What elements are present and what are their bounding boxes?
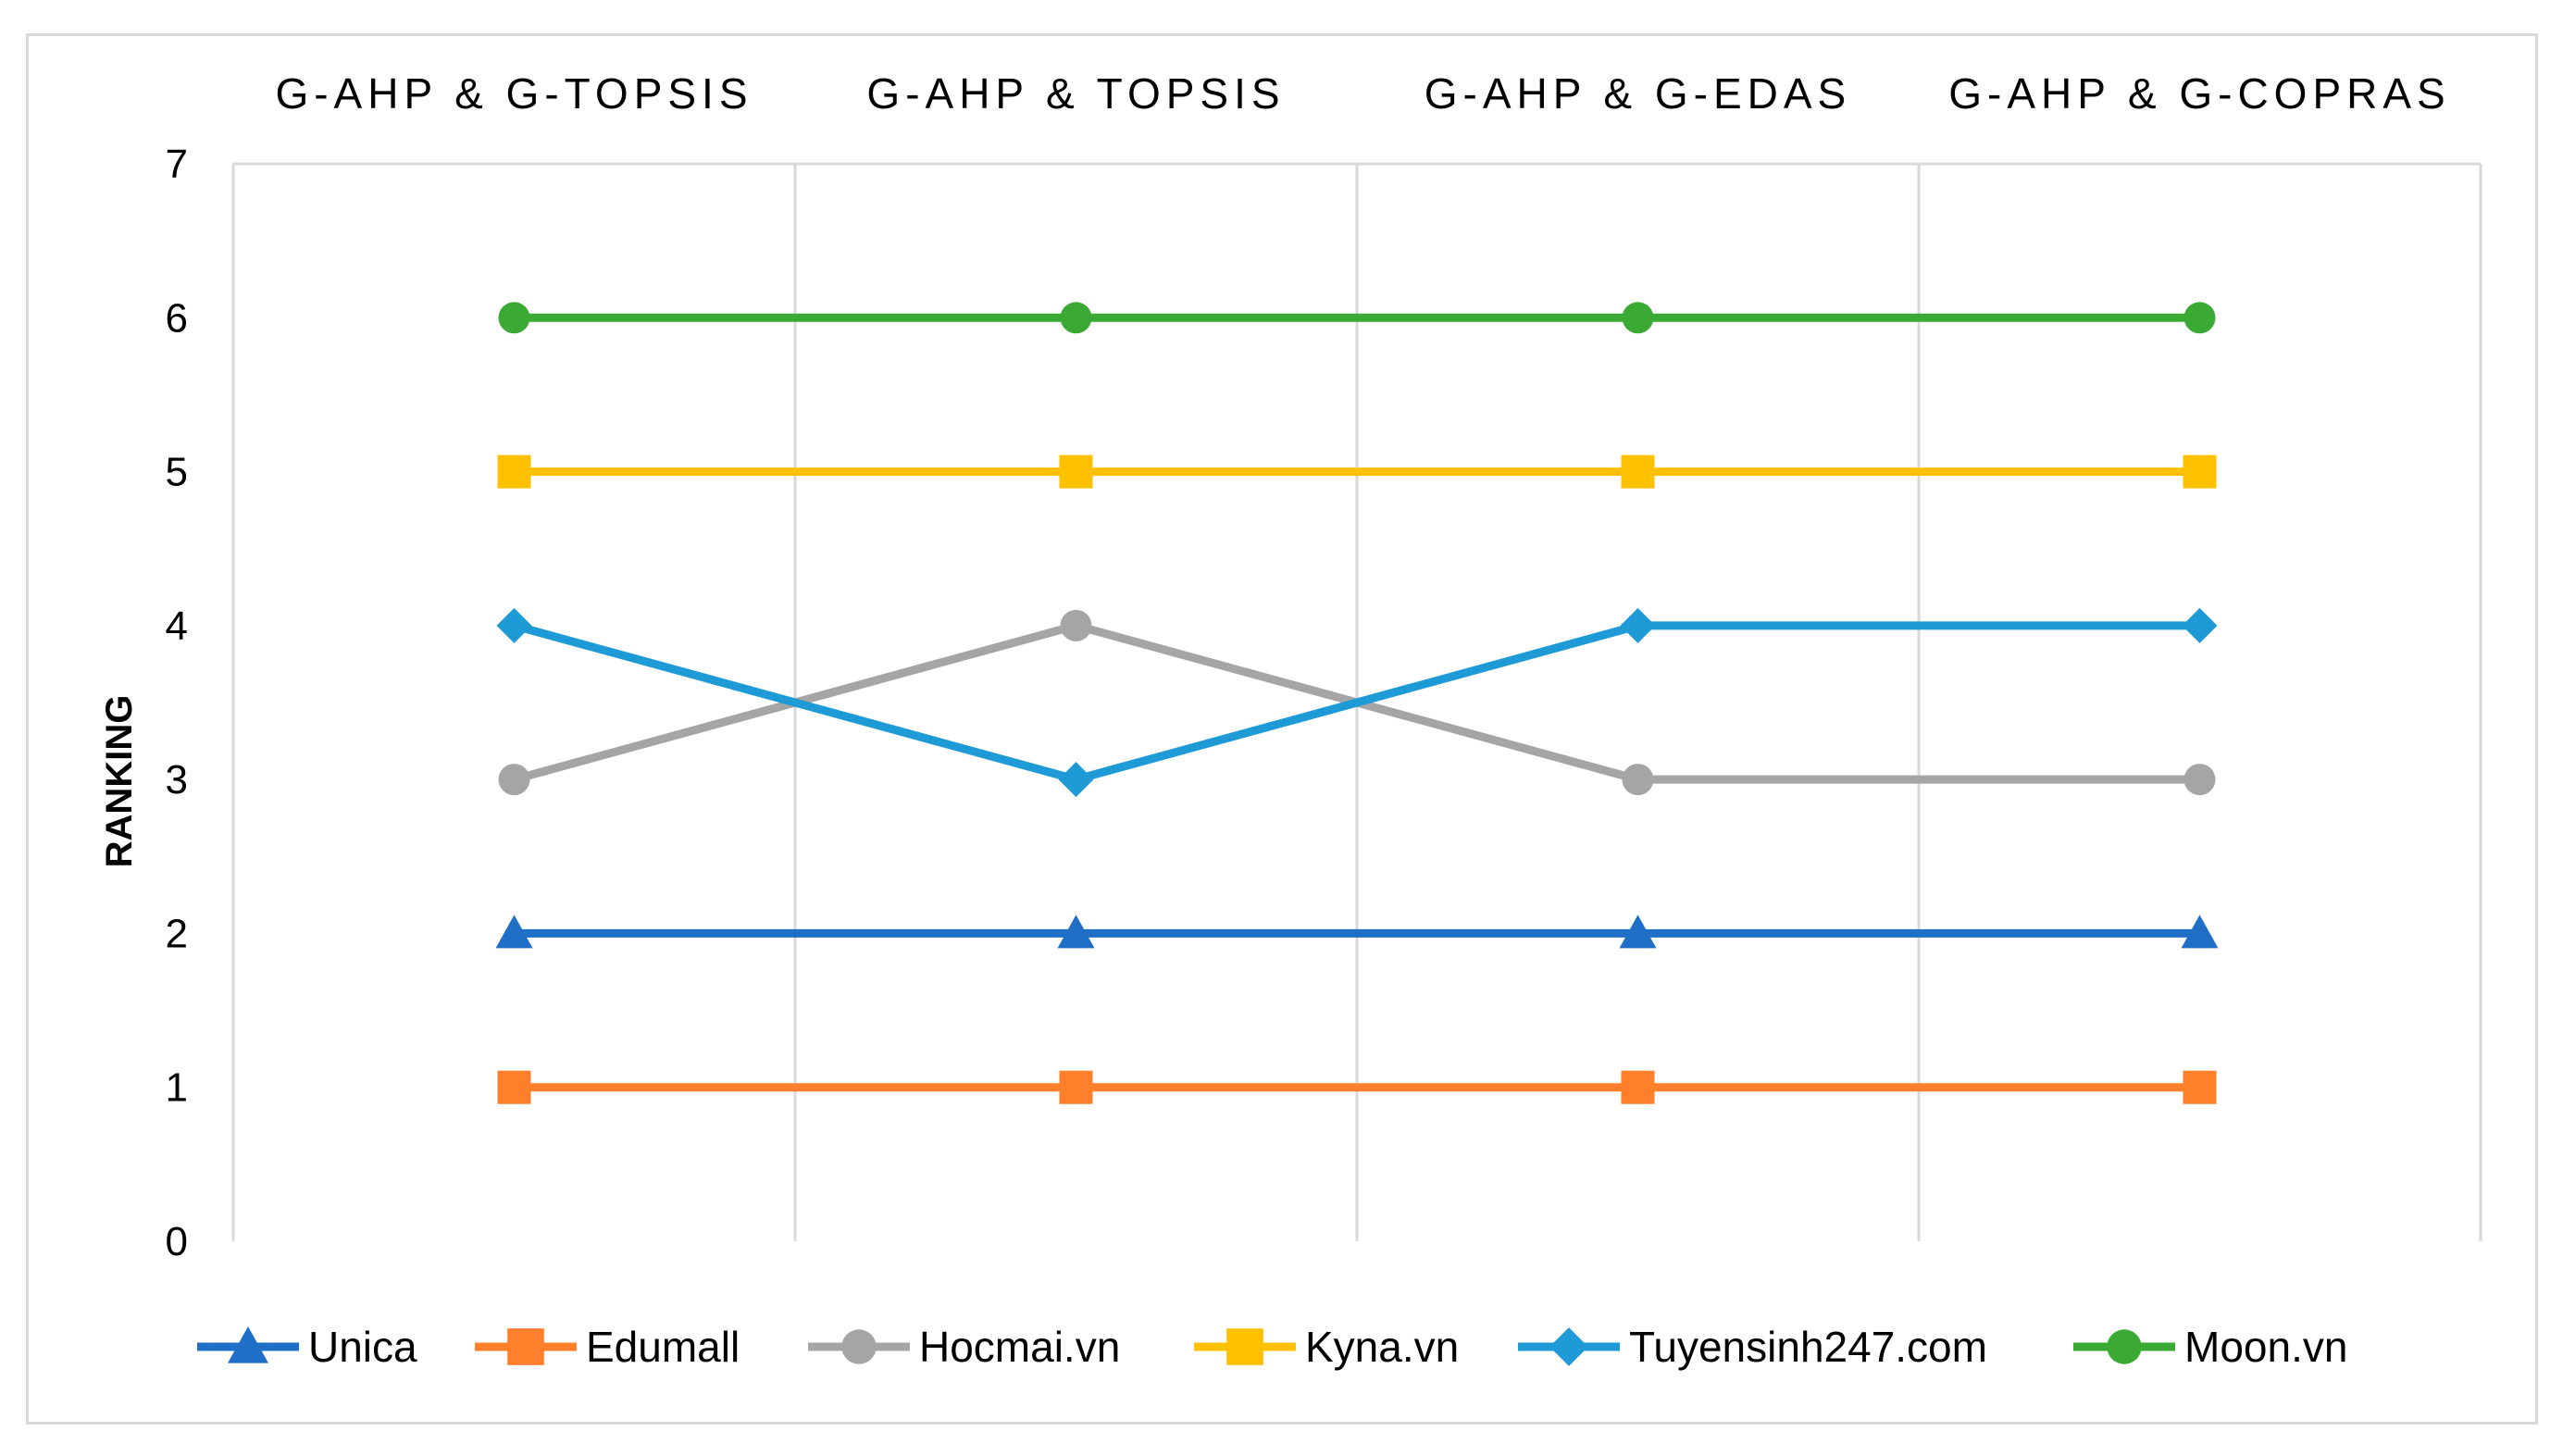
data-point [1622,302,1654,334]
legend-label: Unica [308,1323,417,1371]
legend-marker [507,1328,544,1365]
data-point [1059,454,1093,489]
category-label: G-AHP & G-EDAS [1425,69,1851,118]
category-label: G-AHP & G-COPRAS [1948,69,2450,118]
data-point [496,607,532,643]
legend-item: Kyna.vn [1194,1323,1459,1371]
legend-label: Edumall [586,1323,740,1371]
legend-item: Unica [197,1323,417,1371]
series-edumall [497,1070,2217,1104]
category-label: G-AHP & G-TOPSIS [275,69,753,118]
data-point [498,764,530,796]
data-point [2183,454,2217,489]
data-point [497,1070,531,1104]
data-point [1622,764,1654,796]
legend-marker [1549,1327,1588,1366]
legend-marker [1226,1328,1263,1365]
y-tick-label: 1 [166,1065,188,1111]
y-tick-label: 6 [166,295,188,341]
legend-item: Edumall [475,1323,740,1371]
data-point [495,915,533,949]
data-point [1060,302,1092,334]
data-point [1060,609,1092,641]
data-point [1620,607,1656,643]
series-line [513,621,2200,784]
category-label: G-AHP & TOPSIS [866,69,1285,118]
category-labels: G-AHP & G-TOPSIS G-AHP & TOPSIS G-AHP & G-… [275,69,2450,118]
data-point [1619,915,1657,949]
series-unica [495,915,2219,949]
y-tick-label: 0 [166,1219,188,1264]
y-tick-label: 3 [166,757,188,803]
legend-label: Hocmai.vn [919,1323,1120,1371]
data-point [498,302,530,334]
legend: Unica Edumall Hocmai.vn Kyna.vn Tuyensinh247… [197,1323,2347,1371]
series-kyna-vn [497,454,2217,489]
data-point [2181,915,2219,949]
legend-item: Tuyensinh247.com [1518,1323,1987,1371]
legend-item: Hocmai.vn [808,1323,1120,1371]
data-point [2183,1070,2217,1104]
legend-marker [2107,1329,2142,1364]
data-point [1057,915,1095,949]
legend-label: Tuyensinh247.com [1629,1323,1987,1371]
y-axis-ticks: 0 1 2 3 4 5 6 7 [166,142,188,1264]
y-tick-label: 7 [166,142,188,187]
data-point [497,454,531,489]
legend-item: Moon.vn [2073,1323,2347,1371]
y-tick-label: 5 [166,450,188,495]
data-point [2184,302,2216,334]
chart-frame [26,33,2538,1425]
data-point [2182,607,2218,643]
data-point [1058,762,1094,798]
grid-lines [231,162,2482,1241]
legend-marker [228,1326,268,1363]
data-point [1621,454,1655,489]
data-point [2184,764,2216,796]
data-point [1059,1070,1093,1104]
series-lines [495,302,2219,1104]
legend-label: Moon.vn [2184,1323,2347,1371]
series-moon-vn [498,302,2216,334]
data-point [1621,1070,1655,1104]
y-tick-label: 4 [166,604,188,649]
series-tuyensinh247-com [496,607,2218,798]
legend-marker [841,1329,877,1364]
y-axis-label: RANKING [99,695,140,868]
legend-label: Kyna.vn [1305,1323,1459,1371]
y-tick-label: 2 [166,911,188,956]
